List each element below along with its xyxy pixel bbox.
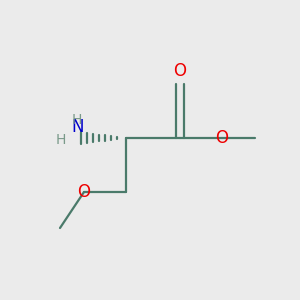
- Text: H: H: [56, 133, 66, 146]
- Text: H: H: [71, 112, 82, 127]
- Text: O: O: [77, 183, 91, 201]
- Text: O: O: [173, 61, 187, 80]
- Text: N: N: [72, 118, 84, 136]
- Text: O: O: [215, 129, 229, 147]
